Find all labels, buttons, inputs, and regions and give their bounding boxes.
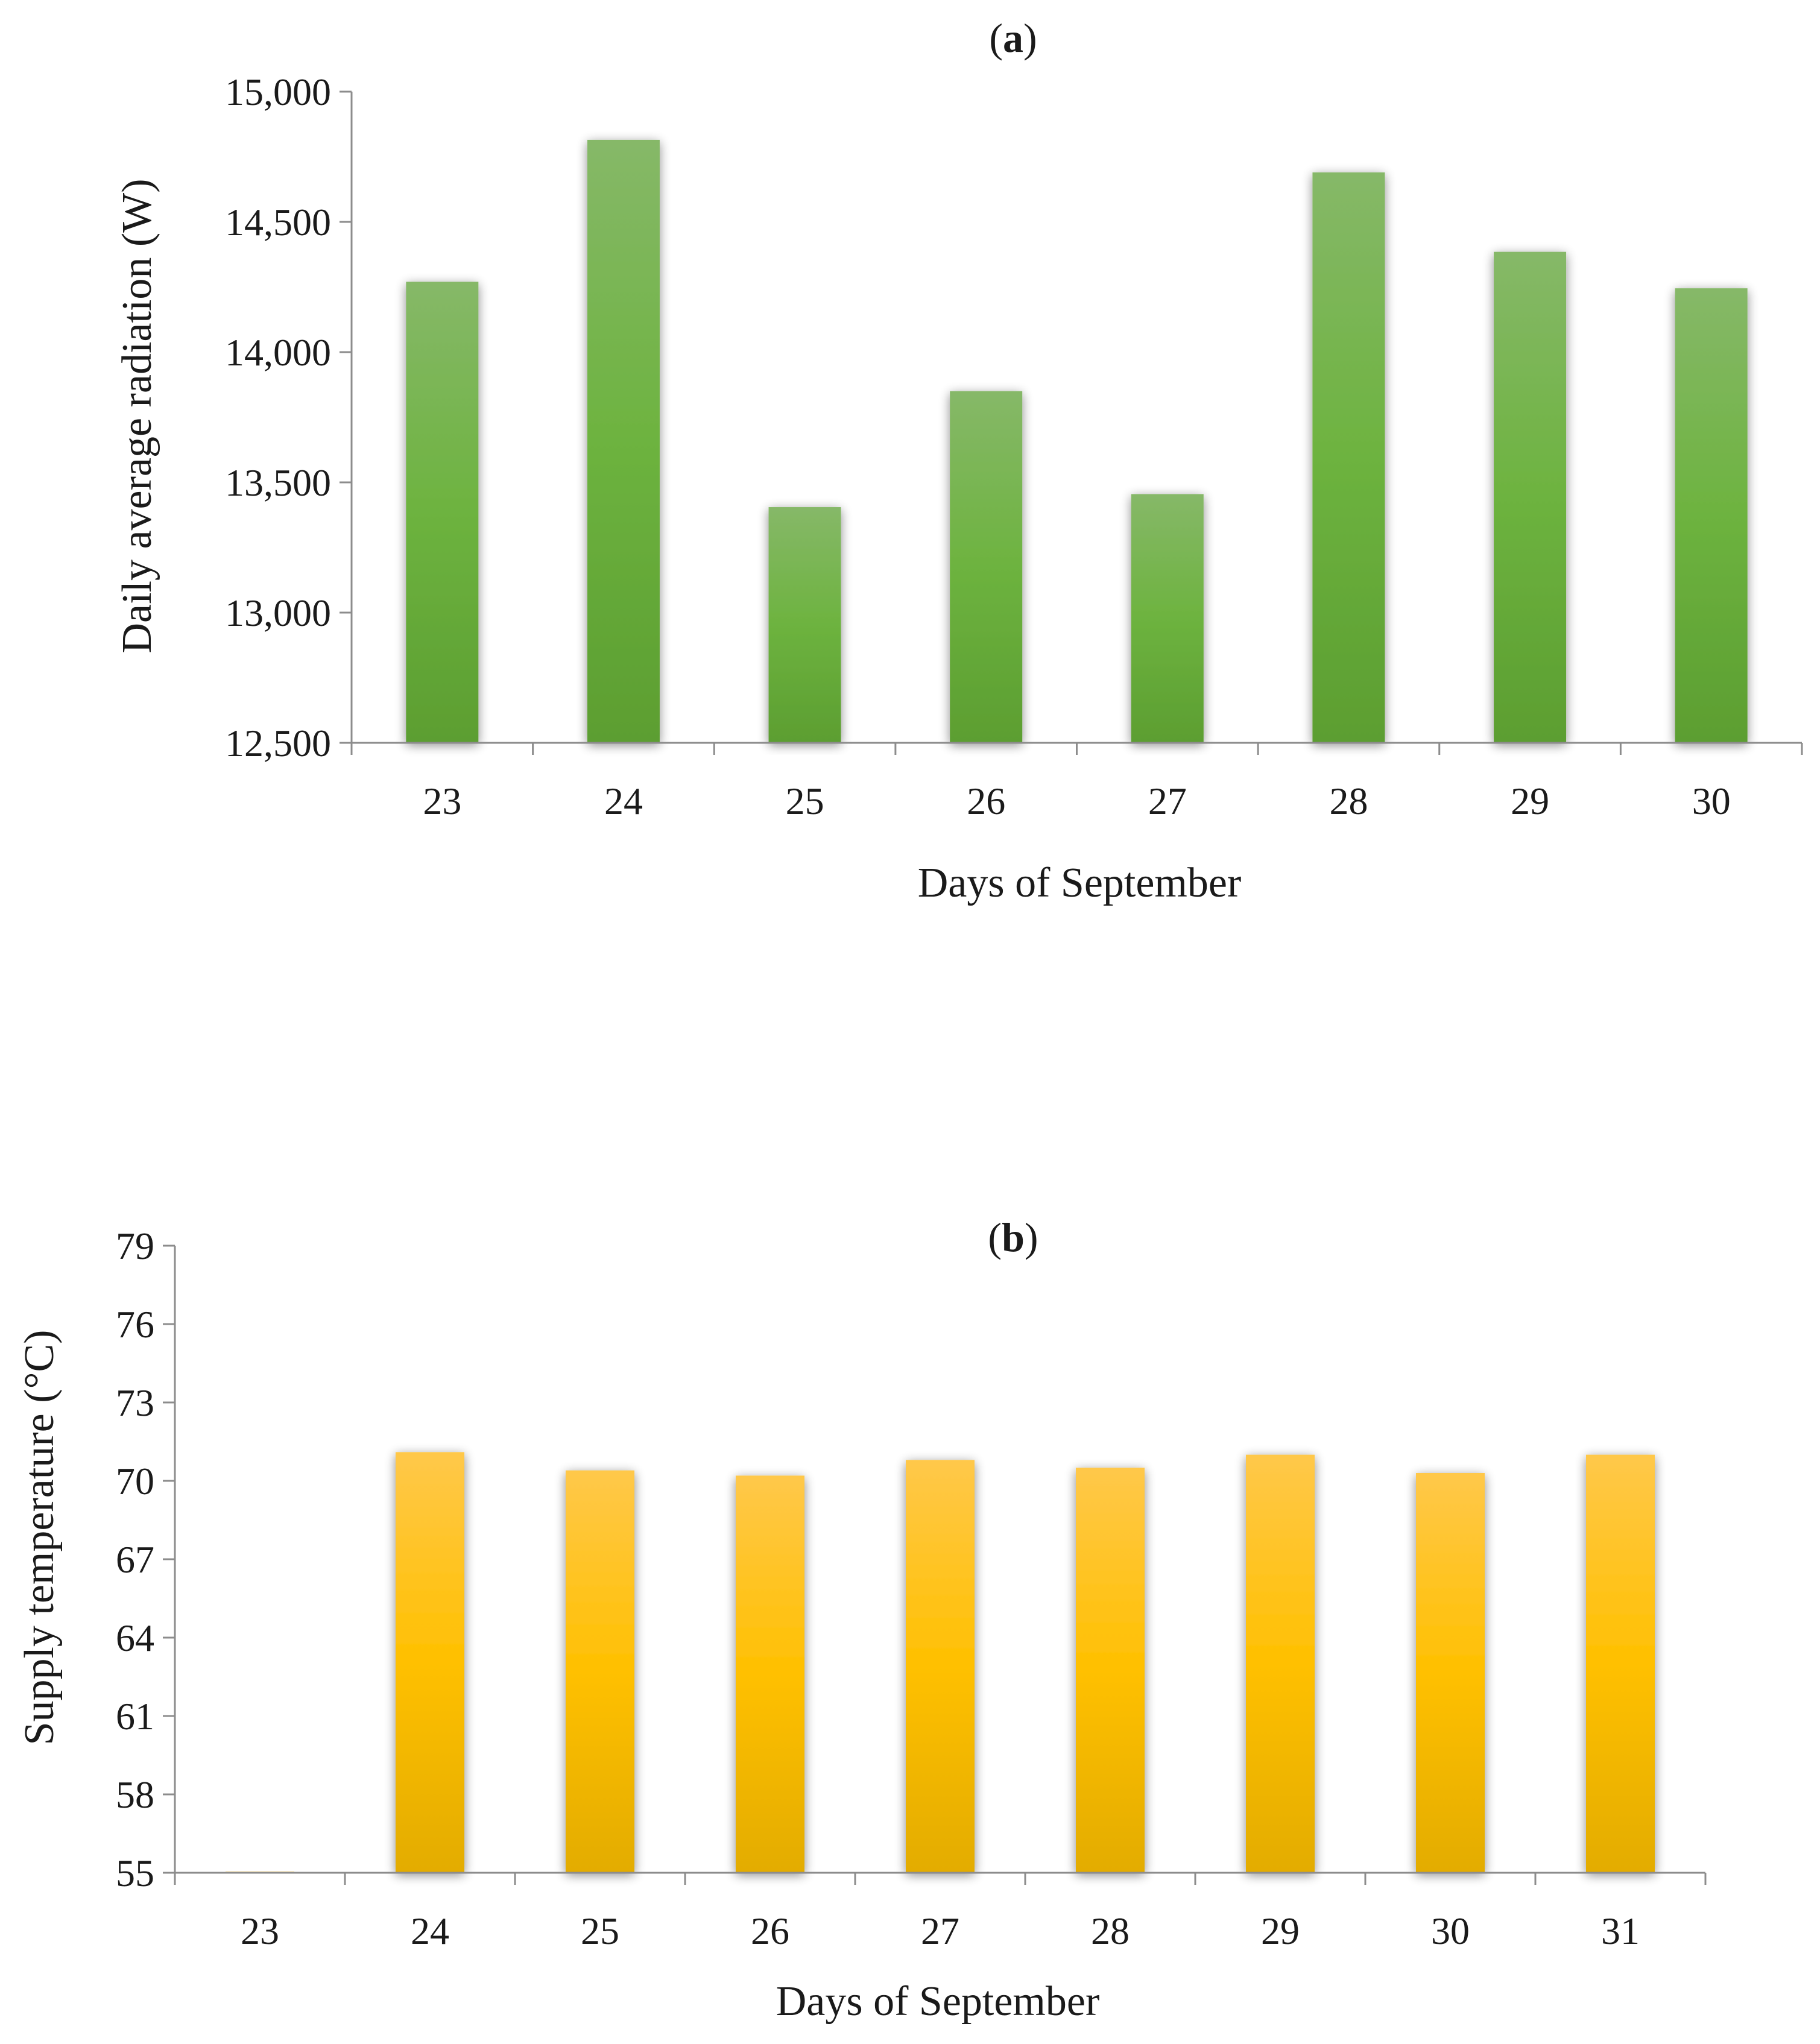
panel-b-y-tick-label: 55 <box>116 1852 154 1894</box>
panel-b-y-tick-label: 61 <box>116 1695 154 1738</box>
panel-a-bar-23 <box>406 282 479 743</box>
panel-b-bar-24 <box>396 1452 464 1873</box>
panel-a-y-tick-label: 15,000 <box>225 71 331 113</box>
panel-a-x-tick-label-26: 26 <box>967 780 1005 822</box>
panel-a-y-tick-label: 13,000 <box>225 591 331 634</box>
panel-b-y-tick-label: 64 <box>116 1617 154 1659</box>
panel-a-y-tick-label: 14,000 <box>225 331 331 374</box>
panel-a-x-tick-label-30: 30 <box>1692 780 1731 822</box>
panel-b-y-tick-label: 70 <box>116 1460 154 1503</box>
panel-a-bar-24 <box>587 139 660 743</box>
panel-a-x-tick-label-28: 28 <box>1329 780 1368 822</box>
panel-b-x-tick-label-24: 24 <box>411 1910 449 1952</box>
panel-a-y-tick-label: 13,500 <box>225 461 331 504</box>
panel-a-bar-28 <box>1312 172 1385 743</box>
panel-b-x-tick-label-28: 28 <box>1091 1910 1130 1952</box>
panel-a-y-tick-label: 14,500 <box>225 201 331 244</box>
panel-a-y-axis-title: Daily average radiation (W) <box>114 178 160 653</box>
panel-a-x-tick-label-29: 29 <box>1511 780 1549 822</box>
panel-a-x-tick-label-23: 23 <box>423 780 461 822</box>
panel-a-bar-30 <box>1675 288 1748 743</box>
panel-b-bar-27 <box>906 1460 975 1873</box>
panel-b-bar-31 <box>1586 1454 1655 1873</box>
panel-b-bar-25 <box>566 1470 634 1873</box>
panel-b-bar-30 <box>1416 1473 1485 1873</box>
panel-b-y-tick-label: 79 <box>116 1225 154 1267</box>
panel-a-x-axis-title: Days of September <box>918 860 1242 906</box>
panel-a-x-tick-label-24: 24 <box>604 780 643 822</box>
panel-b-bar-26 <box>736 1475 804 1873</box>
panel-b-x-tick-label-30: 30 <box>1431 1910 1470 1952</box>
panel-b-x-axis-title: Days of September <box>776 1978 1100 2025</box>
panel-b-x-tick-label-27: 27 <box>921 1910 959 1952</box>
panel-a-bar-25 <box>768 507 841 743</box>
panel-b-x-tick-label-29: 29 <box>1261 1910 1300 1952</box>
panel-a-y-tick-label: 12,500 <box>225 722 331 765</box>
panel-a-bar-26 <box>950 391 1023 743</box>
panel-b-y-axis-title: Supply temperature (°C) <box>16 1330 63 1746</box>
panel-b-x-tick-label-25: 25 <box>581 1910 619 1952</box>
panel-b-y-tick-label: 67 <box>116 1538 154 1581</box>
panel-a-bar-29 <box>1494 251 1567 743</box>
panel-a-bar-27 <box>1131 494 1204 743</box>
panel-b-x-tick-label-23: 23 <box>241 1910 279 1952</box>
chart-panel-a: (a) 12,500 13,000 13,500 14,000 14,500 15,000… <box>114 15 1803 906</box>
panel-b-x-tick-label-31: 31 <box>1601 1910 1640 1952</box>
panel-b-bar-29 <box>1246 1454 1315 1873</box>
panel-b-y-tick-label: 58 <box>116 1773 154 1816</box>
panel-b-y-tick-label: 76 <box>116 1303 154 1346</box>
panel-b-title: (b) <box>988 1214 1038 1260</box>
panel-b-bar-28 <box>1076 1468 1145 1873</box>
panel-b-y-tick-label: 73 <box>116 1381 154 1424</box>
chart-panel-b: (b) 55 58 61 64 67 70 73 76 79 23 24 25 26 27 28 29 30 31… <box>16 1214 1707 2025</box>
panel-b-x-tick-label-26: 26 <box>751 1910 789 1952</box>
panel-a-x-tick-label-27: 27 <box>1148 780 1187 822</box>
panel-a-title: (a) <box>989 15 1037 61</box>
panel-a-x-tick-label-25: 25 <box>786 780 824 822</box>
